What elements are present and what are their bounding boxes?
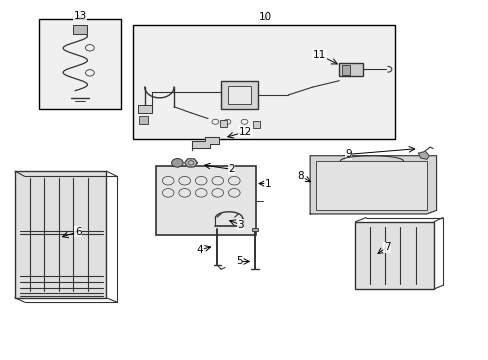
Text: 10: 10 <box>258 13 271 22</box>
Text: 3: 3 <box>237 220 244 230</box>
Bar <box>73 24 87 33</box>
Text: 2: 2 <box>227 164 234 174</box>
Text: 5: 5 <box>236 256 243 266</box>
Circle shape <box>185 158 197 167</box>
Bar <box>339 63 362 76</box>
Circle shape <box>171 158 183 167</box>
Polygon shape <box>309 156 436 214</box>
Text: 8: 8 <box>297 171 304 181</box>
Polygon shape <box>192 137 219 150</box>
Bar <box>252 228 258 231</box>
Polygon shape <box>418 152 428 159</box>
Text: 12: 12 <box>238 127 252 137</box>
Bar <box>132 24 394 139</box>
Bar <box>221 81 258 109</box>
Bar <box>137 105 152 113</box>
Bar <box>355 222 433 289</box>
Bar <box>156 166 255 235</box>
Text: 6: 6 <box>75 227 81 237</box>
Text: 9: 9 <box>345 149 351 159</box>
Bar <box>253 121 260 128</box>
Bar <box>227 86 251 104</box>
Polygon shape <box>184 159 197 167</box>
Bar <box>220 120 226 127</box>
Bar <box>39 19 121 109</box>
Bar <box>341 64 350 75</box>
Text: 1: 1 <box>264 179 271 189</box>
Text: 4: 4 <box>196 245 203 255</box>
Text: 11: 11 <box>312 50 325 60</box>
Bar <box>316 161 427 210</box>
Text: 7: 7 <box>383 242 389 252</box>
Text: 13: 13 <box>73 11 86 21</box>
Bar <box>15 171 106 298</box>
Bar <box>138 116 148 124</box>
